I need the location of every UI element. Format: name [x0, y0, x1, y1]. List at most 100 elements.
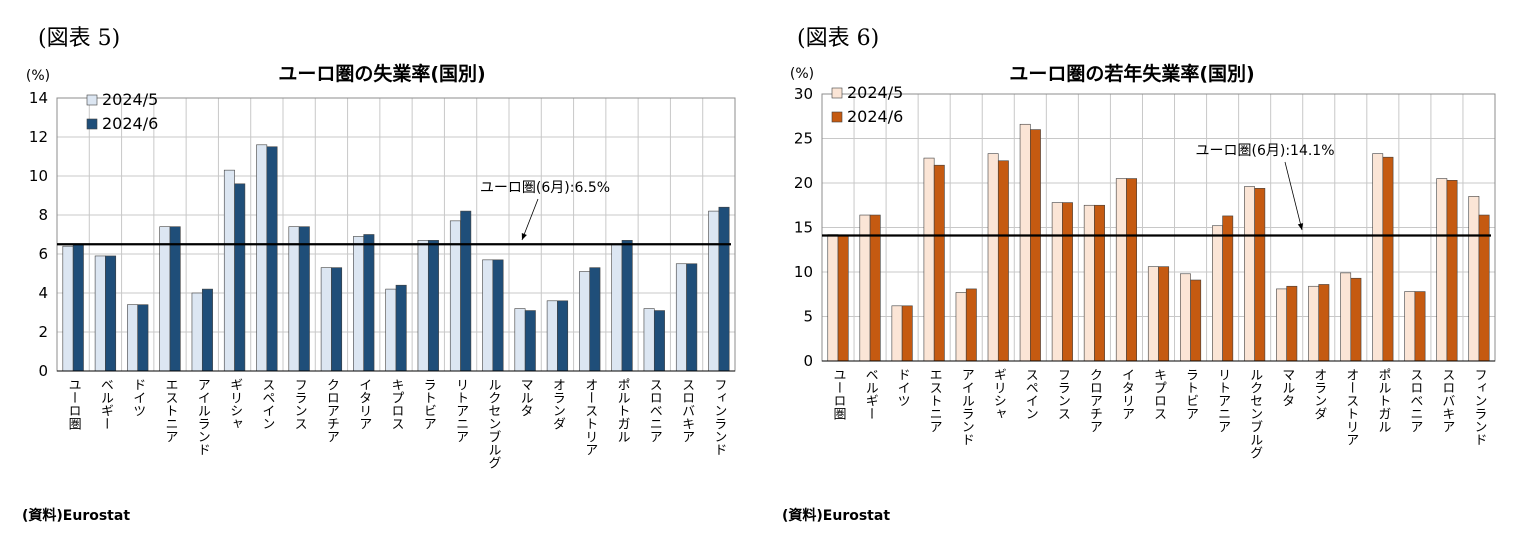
bar-series-2	[331, 267, 343, 372]
bar-series-2	[492, 259, 504, 372]
bar-series-2	[1094, 204, 1105, 362]
bar-series-2	[1062, 202, 1073, 362]
x-category-label: リトアニア	[1215, 368, 1230, 433]
unemployment-bar-chart: ユーロ圏の失業率(国別) (%) 0 2 4 6 8 10 12 14 ユーロ圏(6月):6.5% 2…	[26, 62, 736, 469]
y-tick-label: 4	[38, 284, 48, 302]
x-category-label: フランス	[292, 378, 307, 430]
y-tick-label: 12	[29, 128, 48, 146]
x-category-label: エストニア	[163, 378, 178, 443]
bar-series-2	[837, 235, 849, 362]
bar-series-2	[234, 183, 246, 372]
bar-series-1	[1340, 272, 1352, 362]
y-tick-label: 30	[794, 85, 813, 103]
legend-swatch-1	[831, 87, 843, 99]
chart-panel-unemployment: (図表 5) ユーロ圏の失業率(国別) (%) 0 2 4 6 8 10 12 14 ユーロ圏(6月…	[0, 0, 757, 551]
bar-series-1	[1244, 186, 1255, 362]
bar-series-1	[611, 243, 623, 372]
annotation-arrowhead	[521, 233, 527, 240]
y-tick-label: 2	[38, 323, 48, 341]
bar-series-1	[891, 305, 903, 362]
x-category-label: オーストリア	[582, 378, 597, 456]
bar-series-2	[557, 300, 569, 372]
annotation-arrowhead	[1297, 223, 1304, 230]
x-category-label: ドイツ	[895, 368, 910, 407]
x-category-label: ユーロ圏	[831, 368, 846, 421]
legend-label-2: 2024/6	[847, 107, 903, 126]
bar-series-2	[997, 160, 1009, 362]
chart-title: ユーロ圏の若年失業率(国別)	[1009, 62, 1254, 85]
bar-series-2	[1478, 214, 1490, 362]
bar-series-2	[395, 284, 407, 372]
chart-title: ユーロ圏の失業率(国別)	[278, 62, 485, 85]
x-category-label: ルクセンブルグ	[485, 378, 501, 469]
y-tick-label: 0	[38, 362, 48, 380]
bar-series-2	[363, 234, 375, 372]
legend-label-2: 2024/6	[102, 114, 158, 133]
bar-series-2	[686, 263, 698, 372]
bar-series-2	[105, 255, 117, 372]
bar-series-1	[94, 255, 106, 372]
reference-line-annotation: ユーロ圏(6月):6.5%	[480, 180, 610, 196]
legend-swatch-2	[86, 118, 98, 130]
bar-series-2	[1350, 277, 1362, 362]
bar-series-2	[653, 310, 665, 372]
bar-series-2	[1126, 178, 1138, 362]
y-tick-label: 5	[803, 308, 813, 326]
y-tick-label: 15	[794, 219, 813, 237]
x-category-label: スペイン	[1023, 368, 1039, 420]
bar-series-1	[256, 144, 268, 372]
x-category-label: フィンランド	[711, 378, 726, 456]
y-tick-label: 8	[38, 206, 48, 224]
x-category-label: マルタ	[1279, 368, 1294, 407]
x-category-label: スロベニア	[1407, 368, 1423, 433]
x-category-label: ポルトガル	[615, 378, 630, 443]
youth-unemployment-bar-chart: ユーロ圏の若年失業率(国別) (%) 0 5 10 15 20 25 30 ユーロ圏(6月):14…	[790, 62, 1496, 459]
annotation-arrow	[1284, 161, 1303, 231]
x-category-label: オランダ	[1311, 368, 1326, 420]
bar-series-2	[1446, 180, 1458, 362]
bar-series-1	[191, 292, 203, 372]
legend-swatch-1	[86, 94, 98, 106]
bar-series-2	[1222, 215, 1234, 362]
bar-series-2	[965, 288, 977, 362]
x-category-label: クロアチア	[324, 378, 339, 443]
bar-series-1	[708, 210, 720, 372]
bar-series-2	[933, 164, 945, 362]
x-category-label: ラトビア	[1183, 368, 1198, 420]
y-tick-label: 6	[38, 245, 48, 263]
bar-series-1	[1051, 202, 1063, 362]
bar-series-1	[1019, 123, 1031, 362]
x-category-label: スペイン	[259, 378, 275, 430]
bar-series-2	[589, 267, 601, 372]
bar-series-1	[1468, 196, 1480, 362]
bar-series-1	[859, 214, 871, 362]
bar-series-1	[1147, 266, 1159, 362]
legend-swatch-2	[831, 111, 843, 123]
y-tick-label: 0	[803, 352, 813, 370]
x-category-label: マルタ	[518, 378, 533, 417]
bar-series-1	[923, 157, 935, 362]
x-category-label: クロアチア	[1087, 368, 1102, 433]
bar-series-1	[385, 288, 397, 372]
bar-series-1	[482, 259, 494, 372]
x-category-label: フランス	[1055, 368, 1070, 420]
x-category-label: ラトビア	[421, 378, 436, 430]
y-tick-label: 20	[794, 174, 813, 192]
bar-series-2	[137, 304, 149, 372]
x-category-label: ギリシャ	[227, 378, 242, 430]
bar-series-1	[1083, 204, 1095, 362]
y-tick-label: 14	[29, 89, 48, 107]
bar-series-1	[1212, 225, 1223, 362]
y-axis-unit-label: (%)	[26, 68, 50, 84]
bar-series-1	[546, 300, 558, 372]
bar-series-2	[1190, 279, 1202, 362]
x-category-label: エストニア	[927, 368, 942, 433]
bar-series-1	[1115, 178, 1127, 362]
annotation-arrow	[521, 198, 539, 241]
bar-series-1	[417, 240, 429, 372]
bar-series-2	[1382, 156, 1394, 362]
x-category-label: オーストリア	[1343, 368, 1358, 446]
bar-series-1	[288, 226, 300, 372]
x-category-label: ベルギー	[98, 378, 114, 430]
bar-series-2	[266, 146, 278, 372]
